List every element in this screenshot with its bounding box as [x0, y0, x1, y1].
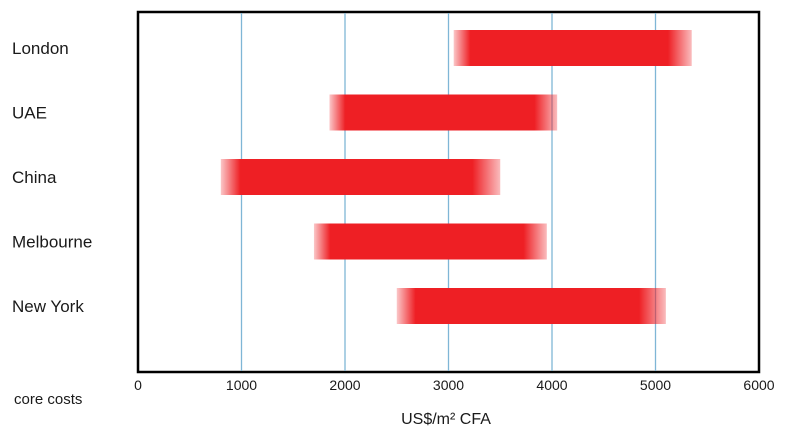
category-label-uae: UAE — [12, 104, 47, 123]
x-axis-title: US$/m² CFA — [401, 411, 491, 428]
range-bar-china — [220, 159, 501, 195]
core-costs-note: core costs — [14, 391, 82, 408]
category-label-melbourne: Melbourne — [12, 233, 92, 252]
category-label-new-york: New York — [12, 297, 84, 316]
category-label-london: London — [12, 39, 69, 58]
x-tick-label-6000: 6000 — [743, 377, 774, 393]
category-label-china: China — [12, 168, 57, 187]
range-bar-melbourne — [313, 223, 547, 260]
range-bars — [220, 30, 692, 324]
x-tick-label-0: 0 — [134, 377, 142, 393]
range-bar-uae — [329, 94, 558, 131]
range-bar-london — [453, 30, 692, 66]
range-bar-new-york — [396, 288, 666, 324]
x-tick-label-2000: 2000 — [329, 377, 360, 393]
x-tick-label-1000: 1000 — [226, 377, 257, 393]
x-axis-tick-labels: 0 1000 2000 3000 4000 5000 6000 — [134, 377, 775, 393]
category-labels: London UAE China Melbourne New York — [12, 39, 92, 316]
x-tick-label-3000: 3000 — [433, 377, 464, 393]
x-tick-label-5000: 5000 — [640, 377, 671, 393]
x-tick-label-4000: 4000 — [536, 377, 567, 393]
